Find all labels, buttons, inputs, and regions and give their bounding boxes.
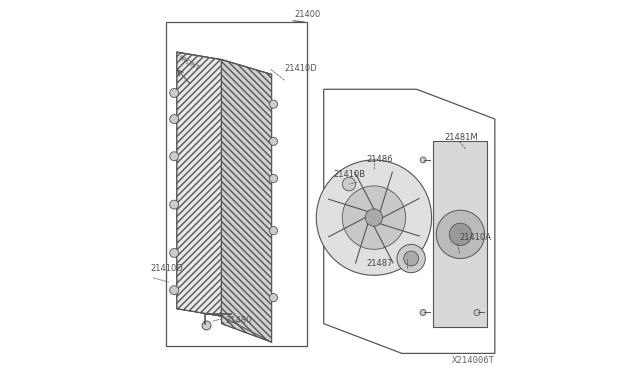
Circle shape [474, 310, 480, 315]
Polygon shape [221, 60, 271, 342]
Circle shape [170, 89, 179, 97]
Text: 21410B: 21410B [333, 170, 365, 179]
Text: 21487: 21487 [367, 259, 393, 268]
Circle shape [342, 177, 356, 191]
Circle shape [397, 244, 425, 273]
Circle shape [170, 152, 179, 161]
Circle shape [420, 157, 426, 163]
Bar [166, 22, 307, 346]
Text: 21480: 21480 [225, 316, 252, 325]
Circle shape [170, 248, 179, 257]
Circle shape [170, 286, 179, 295]
Text: 21481M: 21481M [445, 132, 478, 141]
Bar [433, 141, 488, 327]
Circle shape [170, 200, 179, 209]
Circle shape [449, 223, 472, 246]
Text: FRONT: FRONT [177, 55, 200, 72]
Circle shape [269, 100, 278, 108]
Circle shape [420, 310, 426, 315]
Circle shape [342, 186, 406, 249]
Circle shape [404, 251, 419, 266]
Circle shape [269, 294, 278, 302]
Text: 21410D: 21410D [151, 264, 184, 273]
Text: X214006T: X214006T [452, 356, 495, 365]
Circle shape [365, 209, 383, 226]
Circle shape [170, 115, 179, 124]
Text: 21410D: 21410D [285, 64, 317, 73]
Text: 21486: 21486 [367, 155, 393, 164]
Text: 21410A: 21410A [460, 233, 492, 242]
Circle shape [269, 227, 278, 235]
Text: 21400: 21400 [294, 10, 320, 19]
Circle shape [269, 174, 278, 183]
Circle shape [316, 160, 431, 275]
Circle shape [202, 321, 211, 330]
Circle shape [436, 210, 484, 259]
Polygon shape [177, 52, 221, 316]
Circle shape [269, 137, 278, 145]
